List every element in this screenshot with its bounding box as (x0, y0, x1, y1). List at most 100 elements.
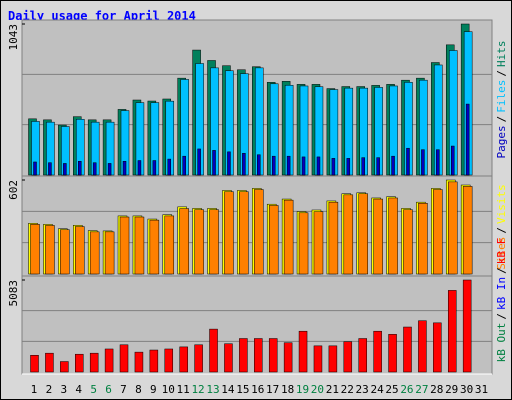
x-tick-label: 27 (415, 383, 428, 396)
legend-entry: Sites (495, 237, 508, 270)
legend: kB Out / kB In / kB F (495, 238, 508, 363)
x-tick-label: 13 (206, 383, 219, 396)
bar (391, 155, 395, 176)
bar (433, 322, 442, 373)
bar (89, 352, 99, 373)
bar (75, 353, 84, 373)
bar (122, 160, 127, 176)
bar (462, 186, 473, 275)
bar (149, 349, 159, 373)
x-tick-label: 14 (221, 383, 235, 396)
bar (167, 158, 172, 176)
x-tick-label: 29 (445, 383, 458, 396)
bar (331, 158, 336, 176)
bar (212, 150, 216, 176)
bar (239, 191, 249, 275)
bar (268, 338, 278, 373)
bar (75, 226, 85, 275)
x-tick-label: 19 (296, 383, 309, 396)
legend-entry: kB Out (495, 323, 508, 363)
y-tick-label: 1043 (7, 24, 20, 51)
bar (268, 205, 279, 275)
bar (78, 160, 82, 176)
bar (283, 342, 293, 373)
bar (119, 344, 129, 373)
bar (182, 155, 186, 176)
y-tick-label: 602 (7, 180, 20, 200)
bar (224, 191, 234, 275)
bar (271, 155, 276, 176)
bar (373, 198, 383, 275)
x-tick-label: 10 (162, 383, 175, 396)
bar (313, 345, 323, 373)
bar (418, 203, 428, 275)
legend-entry: Files (495, 80, 508, 113)
bar (30, 355, 39, 373)
x-tick-label: 15 (236, 383, 249, 396)
bar (104, 231, 115, 275)
bar (358, 338, 367, 373)
bar (137, 160, 142, 176)
bar (30, 224, 40, 275)
bar (433, 189, 443, 275)
bar (298, 212, 309, 275)
bar (179, 208, 189, 275)
bar (257, 154, 261, 176)
legend-separator: / (495, 267, 508, 274)
bar (388, 334, 397, 373)
bar (254, 338, 263, 373)
bar (406, 147, 410, 176)
bar (209, 209, 219, 275)
x-tick-label: 31 (475, 383, 488, 396)
bar (48, 162, 52, 176)
legend: Pages / Files / Hits (495, 41, 508, 159)
bar (358, 193, 368, 275)
legend-entry: Hits (495, 41, 508, 68)
bar (373, 330, 382, 373)
legend-entry: kB F (495, 238, 508, 265)
bar (164, 348, 174, 373)
bar (286, 155, 291, 176)
bar (242, 153, 246, 176)
bar (179, 346, 188, 373)
bar (45, 352, 54, 373)
bar (447, 290, 457, 373)
legend-separator: / (495, 313, 508, 320)
bar (418, 320, 427, 373)
bar (465, 103, 470, 176)
bar (346, 158, 351, 176)
bar (328, 201, 339, 275)
bar (152, 160, 157, 176)
bar (421, 149, 425, 176)
bar (33, 161, 37, 176)
x-tick-label: 26 (400, 383, 413, 396)
x-tick-label: 1 (31, 383, 38, 396)
x-tick-label: 3 (60, 383, 67, 396)
x-tick-label: 7 (120, 383, 127, 396)
bar (134, 351, 144, 373)
legend-entry: Visits (495, 184, 508, 224)
bar (388, 197, 398, 275)
x-tick-label: 20 (311, 383, 324, 396)
legend-separator: / (495, 70, 508, 77)
legend-separator: / (495, 116, 508, 123)
bar (254, 189, 264, 275)
x-tick-label: 22 (341, 383, 354, 396)
bar (194, 344, 203, 373)
legend: Sites / Visits (495, 184, 508, 270)
x-tick-label: 23 (356, 383, 369, 396)
bar (403, 209, 413, 275)
x-tick-label: 18 (281, 383, 294, 396)
bar (403, 326, 412, 373)
x-tick-label: 21 (326, 383, 339, 396)
x-tick-label: 24 (370, 383, 384, 396)
bar (343, 341, 353, 373)
bar (104, 348, 114, 373)
x-tick-label: 12 (191, 383, 204, 396)
x-tick-label: 17 (266, 383, 279, 396)
legend-separator: / (495, 227, 508, 234)
bar (447, 181, 458, 275)
bar (298, 330, 308, 373)
x-tick-label: 9 (150, 383, 157, 396)
